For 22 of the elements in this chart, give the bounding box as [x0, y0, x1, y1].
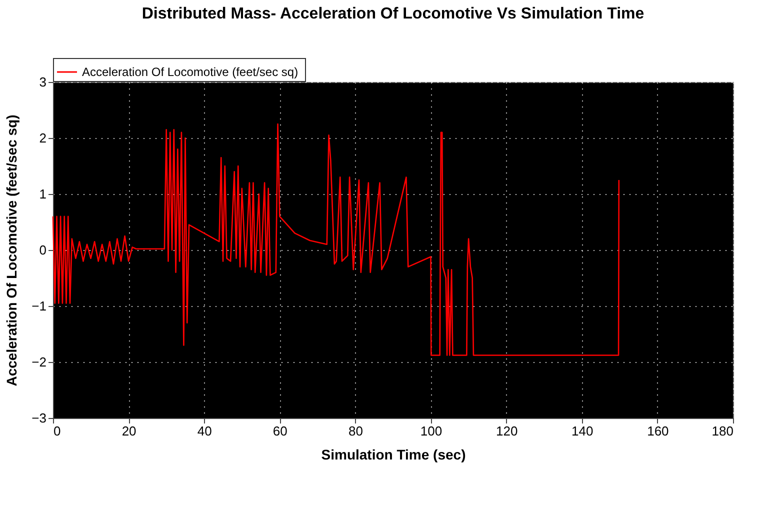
x-tick-label: 40 [197, 424, 212, 438]
x-tick-label: 140 [572, 424, 594, 438]
chart-title: Distributed Mass- Acceleration Of Locomotive Vs Simulation Time [142, 6, 644, 22]
x-tick-label: 60 [272, 424, 288, 438]
x-tick-label: 100 [420, 424, 442, 438]
legend-label: Acceleration Of Locomotive (feet/sec sq) [82, 65, 298, 79]
y-tick-label: 1 [39, 186, 46, 202]
x-tick-label: 20 [122, 424, 136, 438]
y-tick-label: −1 [32, 298, 46, 314]
y-tick-label: 2 [39, 130, 46, 146]
x-tick-label: 0 [54, 424, 61, 438]
x-axis-title: Simulation Time (sec) [321, 446, 466, 462]
y-tick-label: 3 [39, 74, 46, 90]
line-series [52, 123, 620, 356]
y-tick-label: 0 [39, 242, 46, 258]
x-tick-label: 120 [496, 424, 518, 438]
x-tick-label: 80 [348, 424, 363, 438]
y-tick-label: −3 [32, 410, 46, 426]
y-tick-label: −2 [32, 354, 46, 370]
x-tick-label: 160 [647, 424, 669, 438]
x-tick-label: 180 [712, 424, 734, 438]
y-axis-title: Acceleration Of Locomotive (feet/sec sq) [4, 114, 20, 386]
